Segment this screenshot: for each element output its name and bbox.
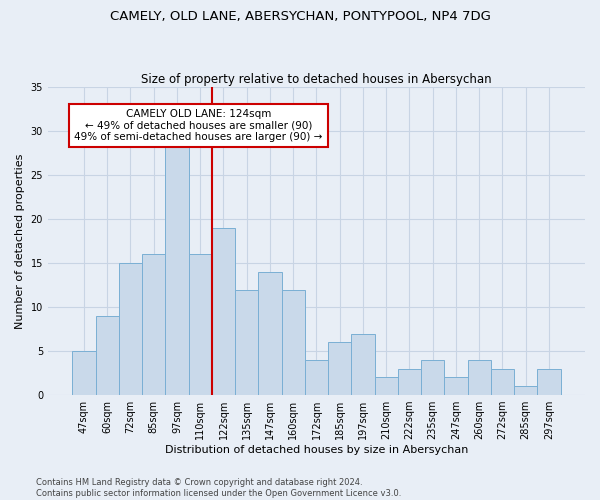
Bar [305, 360, 328, 395]
Bar [212, 228, 235, 395]
Text: Contains HM Land Registry data © Crown copyright and database right 2024.
Contai: Contains HM Land Registry data © Crown c… [36, 478, 401, 498]
Bar [142, 254, 166, 395]
Bar [445, 378, 467, 395]
Bar [538, 368, 560, 395]
Bar [421, 360, 445, 395]
Text: CAMELY OLD LANE: 124sqm
← 49% of detached houses are smaller (90)
49% of semi-de: CAMELY OLD LANE: 124sqm ← 49% of detache… [74, 108, 322, 142]
Text: CAMELY, OLD LANE, ABERSYCHAN, PONTYPOOL, NP4 7DG: CAMELY, OLD LANE, ABERSYCHAN, PONTYPOOL,… [110, 10, 490, 23]
Bar [491, 368, 514, 395]
Bar [119, 263, 142, 395]
Bar [467, 360, 491, 395]
Bar [235, 290, 259, 395]
Bar [352, 334, 374, 395]
Bar [73, 351, 95, 395]
Bar [398, 368, 421, 395]
X-axis label: Distribution of detached houses by size in Abersychan: Distribution of detached houses by size … [165, 445, 468, 455]
Bar [188, 254, 212, 395]
Y-axis label: Number of detached properties: Number of detached properties [15, 154, 25, 329]
Bar [514, 386, 538, 395]
Bar [259, 272, 281, 395]
Bar [374, 378, 398, 395]
Bar [328, 342, 352, 395]
Bar [95, 316, 119, 395]
Title: Size of property relative to detached houses in Abersychan: Size of property relative to detached ho… [141, 73, 492, 86]
Bar [281, 290, 305, 395]
Bar [166, 140, 188, 395]
